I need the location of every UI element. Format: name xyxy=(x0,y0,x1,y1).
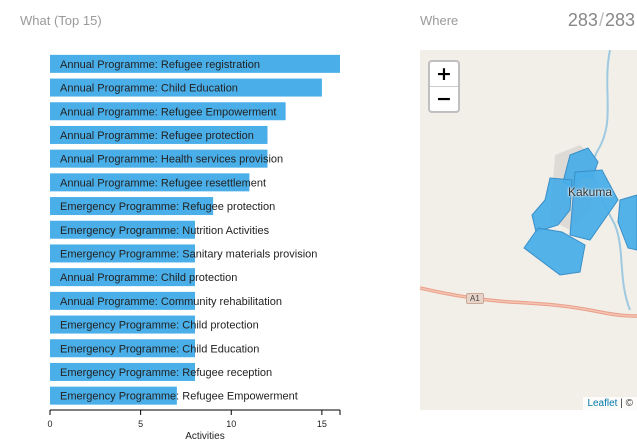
zoom-out-button[interactable]: − xyxy=(430,86,458,111)
bar xyxy=(50,197,214,216)
bar xyxy=(50,315,195,334)
attribution-text: | © xyxy=(620,398,633,409)
bar-label: Emergency Programme: Refugee reception xyxy=(60,367,272,379)
bar-label: Emergency Programme: Refugee protection xyxy=(60,201,275,213)
bar-label: Annual Programme: Refugee protection xyxy=(60,130,254,142)
counter-total: 283 xyxy=(604,10,635,30)
bar-label: Annual Programme: Health services provis… xyxy=(60,154,283,166)
place-label: Kakuma xyxy=(568,185,613,199)
bar-label: Annual Programme: Child protection xyxy=(60,272,237,284)
bar-label: Annual Programme: Community rehabilitati… xyxy=(60,296,282,308)
camp-polygon xyxy=(523,227,586,276)
road-label: A1 xyxy=(466,293,484,304)
x-tick-label: 10 xyxy=(226,419,236,429)
bar-label: Emergency Programme: Child protection xyxy=(60,320,259,332)
zoom-control: + − xyxy=(428,60,460,113)
camp-polygon xyxy=(569,169,619,241)
bar xyxy=(50,125,268,144)
road-a1 xyxy=(420,286,637,318)
bar-label: Annual Programme: Refugee registration xyxy=(60,59,260,71)
leaflet-link[interactable]: Leaflet xyxy=(587,398,618,409)
x-tick-label: 15 xyxy=(317,419,327,429)
bar-label: Emergency Programme: Refugee Empowerment xyxy=(60,391,298,403)
bar-label: Emergency Programme: Nutrition Activitie… xyxy=(60,225,270,237)
bar xyxy=(50,149,268,168)
bar-label: Annual Programme: Refugee Empowerment xyxy=(60,106,276,118)
camp-polygon xyxy=(531,177,573,233)
bar xyxy=(50,268,195,287)
bar xyxy=(50,78,322,97)
bar xyxy=(50,244,195,263)
map-tiles xyxy=(420,50,637,318)
bar xyxy=(50,362,195,381)
bar xyxy=(50,173,250,192)
map-attribution: Leaflet | © xyxy=(583,397,637,410)
x-axis-label: Activities xyxy=(185,431,224,442)
activity-counter: 283/283 xyxy=(568,10,635,31)
counter-separator: / xyxy=(598,10,604,30)
x-tick-label: 5 xyxy=(138,419,143,429)
bar-label: Emergency Programme: Child Education xyxy=(60,343,259,355)
bar xyxy=(50,291,195,310)
what-bar-chart: Annual Programme: Refugee registration An… xyxy=(47,54,341,442)
where-section-title: Where xyxy=(420,13,459,28)
what-section-title: What (Top 15) xyxy=(20,13,102,28)
bar xyxy=(50,54,340,73)
zoom-in-button[interactable]: + xyxy=(436,63,452,85)
x-tick-label: 0 xyxy=(47,419,52,429)
bar xyxy=(50,386,177,405)
bar-label: Emergency Programme: Sanitary materials … xyxy=(60,248,317,260)
bar-label: Annual Programme: Child Education xyxy=(60,83,238,95)
counter-shown: 283 xyxy=(567,10,598,30)
where-map[interactable]: Kakuma A1 + − Leaflet | © xyxy=(420,50,637,410)
bar xyxy=(50,102,286,121)
bar xyxy=(50,339,195,358)
camp-polygon xyxy=(617,194,637,251)
bar-label: Annual Programme: Refugee resettlement xyxy=(60,177,266,189)
bar xyxy=(50,220,195,239)
